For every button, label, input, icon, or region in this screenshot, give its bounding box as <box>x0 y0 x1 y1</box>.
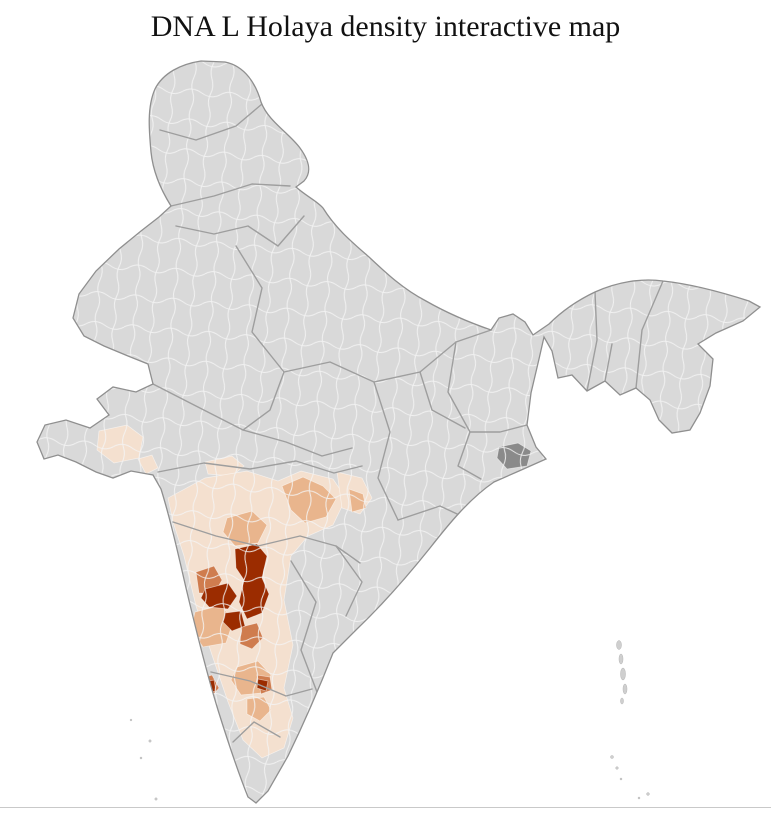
state-border <box>419 371 466 429</box>
state-border <box>235 245 285 431</box>
india-landmass[interactable] <box>37 61 760 803</box>
state-border <box>159 103 263 141</box>
andaman-island[interactable] <box>620 697 624 705</box>
lakshadweep-island[interactable] <box>148 739 152 743</box>
lakshadweep-island[interactable] <box>129 718 133 722</box>
andaman-island[interactable] <box>616 640 622 650</box>
nicobar-island[interactable] <box>646 792 650 796</box>
nicobar-island[interactable] <box>637 796 641 800</box>
state-border <box>172 521 361 564</box>
state-border <box>457 431 482 480</box>
state-borders <box>152 103 664 743</box>
andaman-island[interactable] <box>622 683 628 695</box>
state-border <box>335 545 363 617</box>
nicobar-island[interactable] <box>615 766 619 770</box>
state-border <box>604 343 613 382</box>
state-border <box>290 560 318 693</box>
state-border <box>586 291 598 392</box>
andaman-island[interactable] <box>620 667 626 681</box>
state-border <box>283 329 492 383</box>
state-border <box>175 215 305 247</box>
state-border <box>373 381 399 521</box>
nicobar-island[interactable] <box>619 777 623 781</box>
lakshadweep-island[interactable] <box>154 797 158 801</box>
page-title: DNA L Holaya density interactive map <box>150 10 621 43</box>
state-border <box>210 671 313 697</box>
state-border <box>157 460 363 474</box>
state-border <box>635 280 664 389</box>
islands <box>129 640 650 801</box>
lakshadweep-island[interactable] <box>139 756 143 760</box>
andaman-island[interactable] <box>618 653 624 665</box>
state-border <box>232 721 281 743</box>
state-border <box>170 183 291 207</box>
state-border <box>152 383 353 457</box>
nicobar-island[interactable] <box>610 755 614 759</box>
